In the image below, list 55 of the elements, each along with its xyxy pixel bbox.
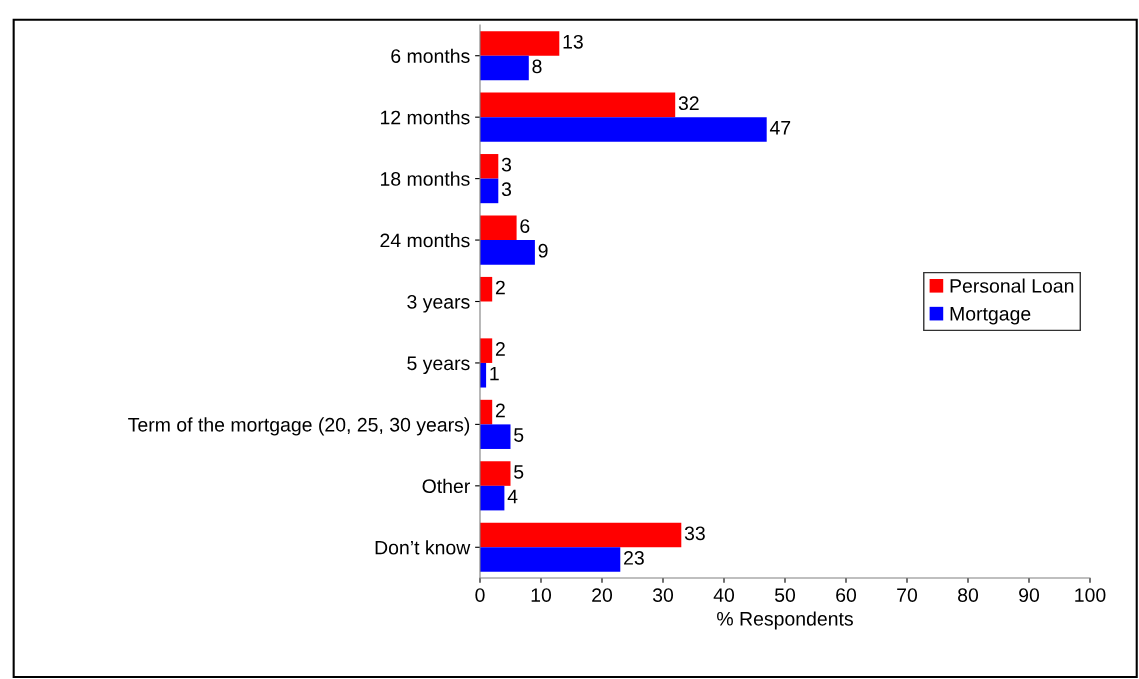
y-tick-label: 5 years [407,356,470,375]
bar [480,92,676,118]
y-tick-label: Term of the mortgage (20, 25, 30 years) [128,417,470,436]
bar [480,55,529,81]
data-label: 5 [514,465,524,479]
data-label: 1 [490,366,499,381]
data-label: 4 [507,489,518,504]
data-label: 2 [495,280,505,295]
bar [480,424,511,449]
x-tick-label: 90 [1019,588,1040,602]
x-tick-label: 0 [475,588,485,602]
bar [480,31,560,56]
bar [480,547,621,572]
legend-label: Personal Loan [950,278,1074,293]
bar [480,154,499,179]
data-label: 13 [563,34,583,49]
data-label: 32 [678,96,699,111]
x-tick-label: 100 [1075,588,1106,602]
data-label: 8 [532,59,542,74]
y-tick-label: Other [422,478,470,494]
data-label: 2 [495,403,505,418]
data-label: 23 [624,551,644,565]
bar [480,522,682,548]
bar [480,215,517,241]
x-axis-title: % Respondents [717,611,853,630]
bar [480,276,493,302]
y-tick-label: 6 months [391,48,470,63]
data-label: 3 [501,157,512,172]
data-label: 5 [514,428,524,442]
x-tick-label: 50 [774,588,796,602]
x-tick-label: 30 [652,588,674,602]
bar [480,485,505,511]
y-tick-label: 3 years [407,294,470,313]
x-tick-label: 80 [958,588,979,602]
x-tick-label: 70 [897,588,918,602]
data-label: 6 [520,219,530,233]
x-tick-label: 40 [713,588,735,602]
x-tick-label: 60 [836,588,857,602]
data-label: 3 [501,182,512,197]
data-label: 33 [684,526,705,541]
y-tick-label: 12 months [380,110,470,125]
legend-label: Mortgage [950,307,1031,325]
bar [480,117,767,142]
x-tick-label: 20 [592,588,613,602]
data-label: 9 [538,243,548,258]
data-label: 2 [495,342,505,356]
y-tick-label: 24 months [380,233,470,248]
data-label: 47 [769,121,791,135]
bar [480,178,499,204]
bar [480,240,535,265]
y-tick-label: 18 months [380,171,470,186]
bar [480,461,511,486]
bar [480,338,493,363]
x-tick-label: 10 [531,588,552,602]
y-tick-label: Don’t know [375,540,471,555]
